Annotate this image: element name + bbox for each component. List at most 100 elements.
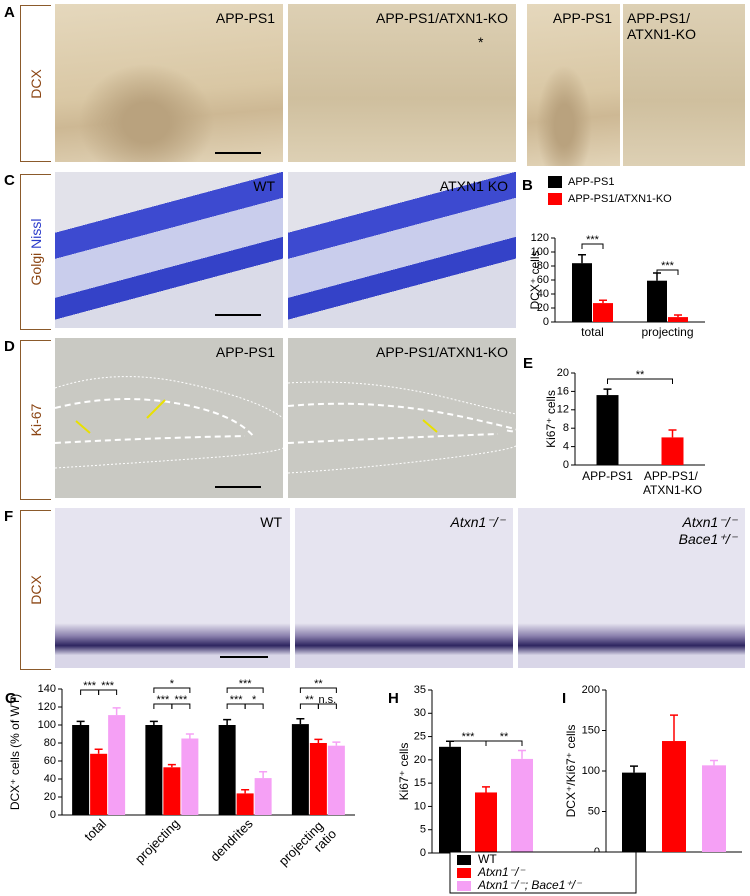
panel-letter: F (4, 508, 14, 525)
significance-label: ** (500, 731, 509, 743)
bar (254, 778, 272, 815)
error-bar (76, 720, 85, 725)
significance-label: *** (101, 680, 115, 692)
error-bar (149, 720, 158, 725)
y-tick-label: 0 (50, 809, 56, 821)
legend-swatch (457, 855, 471, 865)
y-tick-label: 0 (420, 847, 426, 859)
significance-label: ** (314, 678, 323, 690)
panel-letter: G (5, 690, 17, 707)
significance-label: *** (661, 260, 675, 272)
y-tick-label: 60 (44, 755, 56, 767)
bar (236, 793, 254, 815)
micrograph: APP-PS1 (527, 4, 620, 166)
significance-label: ** (636, 369, 645, 381)
legend-label: WT (478, 852, 497, 866)
x-tick-label: dendrites (207, 816, 256, 865)
significance-bracket (485, 740, 523, 746)
bar (108, 715, 126, 815)
error-bar (578, 254, 586, 264)
bar (145, 725, 163, 815)
stain-box: Golgi Nissl (20, 174, 51, 330)
significance-bracket (656, 269, 679, 275)
legend-label: APP-PS1 (568, 176, 614, 188)
significance-bracket (299, 687, 337, 693)
y-tick-label: 60 (537, 274, 549, 286)
image-label: WT (253, 178, 275, 194)
significance-bracket (226, 687, 264, 693)
significance-label: *** (230, 694, 244, 706)
significance-label: *** (586, 234, 600, 246)
significance-label: ** (305, 694, 314, 706)
error-bar (710, 759, 718, 766)
micrograph: APP-PS1/ATXN1-KO * (288, 4, 516, 162)
x-tick-label: total (81, 816, 109, 844)
y-axis-label: Ki67⁺ cells (544, 390, 558, 448)
y-axis-label: DCX⁺ cells (528, 250, 542, 309)
image-label: APP-PS1 (552, 10, 612, 26)
micrograph: Atxn1⁻/⁻ (295, 508, 513, 668)
stain-box: Ki-67 (20, 340, 51, 500)
bar (218, 725, 236, 815)
bar (475, 792, 497, 853)
x-tick-label: projecting (132, 816, 182, 866)
legend-box (449, 851, 637, 894)
y-tick-label: 12 (557, 404, 569, 416)
y-tick-label: 5 (420, 824, 426, 836)
y-tick-label: 80 (44, 737, 56, 749)
error-bar (296, 717, 305, 725)
scale-bar (215, 152, 261, 154)
y-tick-label: 10 (414, 800, 426, 812)
error-bar (259, 771, 268, 779)
legend-label: Atxn1⁻/⁻ (477, 865, 526, 879)
significance-label: *** (239, 678, 253, 690)
dentate-outline (55, 376, 283, 469)
panel-letter: I (562, 690, 566, 707)
significance-label: *** (156, 694, 170, 706)
bar (668, 317, 688, 322)
error-bar (223, 718, 232, 725)
error-bar (603, 388, 612, 396)
bar (181, 738, 199, 815)
image-label: ATXN1 KO (439, 178, 508, 194)
significance-label: *** (83, 680, 97, 692)
y-tick-label: 50 (588, 805, 600, 817)
y-tick-label: 35 (414, 684, 426, 696)
panel-letter: B (522, 177, 533, 194)
y-axis-label: DCX⁺ cells (% of WT) (8, 694, 22, 810)
y-tick-label: 0 (543, 316, 549, 328)
y-tick-label: 16 (557, 385, 569, 397)
error-bar (167, 763, 176, 768)
significance-label: *** (174, 694, 188, 706)
stain-box: DCX (20, 510, 51, 670)
micrograph: APP-PS1 (55, 338, 283, 498)
error-bar (670, 714, 678, 742)
significance-bracket (98, 689, 118, 695)
bar (327, 745, 345, 815)
significance-bracket (153, 687, 191, 693)
bar (661, 437, 684, 465)
significance-bracket (607, 378, 673, 384)
y-tick-label: 20 (557, 367, 569, 379)
y-tick-label: 200 (582, 684, 600, 696)
error-bar (94, 748, 103, 754)
significance-bracket (581, 243, 604, 249)
scale-bar (215, 314, 261, 316)
error-bar (241, 789, 250, 794)
image-label: Atxn1⁻/⁻ (450, 514, 505, 530)
image-label: APP-PS1/ ATXN1-KO (627, 10, 696, 42)
bar (291, 724, 309, 815)
micrograph: Atxn1⁻/⁻ Bace1⁺/⁻ (518, 508, 745, 668)
panel-letter: D (4, 338, 15, 355)
legend-swatch (548, 176, 562, 188)
error-bar (314, 738, 323, 743)
y-tick-label: 100 (38, 719, 56, 731)
micrograph: APP-PS1/ATXN1-KO (288, 338, 516, 498)
y-tick-label: 40 (537, 288, 549, 300)
scale-bar (220, 656, 268, 658)
error-bar (668, 429, 677, 438)
y-tick-label: 100 (582, 765, 600, 777)
y-tick-label: 120 (531, 232, 549, 244)
image-label: APP-PS1/ATXN1-KO (375, 344, 508, 360)
